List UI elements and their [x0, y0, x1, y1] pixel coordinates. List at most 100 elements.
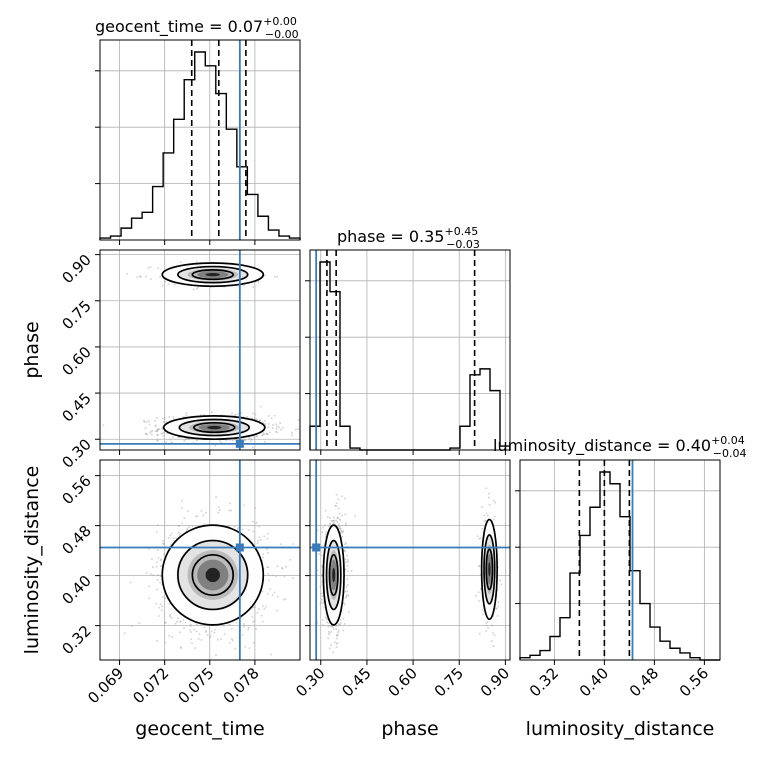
sample-point	[491, 624, 493, 627]
sample-point	[220, 441, 223, 444]
sample-point	[496, 615, 499, 617]
sample-point	[341, 535, 344, 538]
sample-point	[485, 624, 488, 627]
sample-point	[179, 620, 182, 623]
sample-point	[345, 586, 348, 588]
sample-point	[346, 594, 348, 596]
sample-point	[335, 502, 338, 505]
sample-point	[272, 427, 274, 429]
sample-point	[269, 588, 272, 591]
x-axis-label-phase: phase	[381, 718, 438, 740]
sample-point	[340, 622, 342, 624]
sample-point	[161, 427, 164, 430]
sample-point	[160, 558, 163, 561]
sample-point	[145, 432, 148, 435]
sample-point	[156, 578, 159, 581]
sample-point	[338, 623, 340, 626]
sample-point	[347, 594, 350, 597]
sample-point	[340, 531, 342, 534]
sample-point	[231, 439, 234, 442]
sample-point	[341, 495, 343, 498]
sample-point	[338, 512, 341, 515]
sample-point	[337, 507, 340, 510]
sample-point	[275, 430, 277, 433]
sample-point	[344, 590, 347, 593]
sample-point	[342, 530, 344, 533]
sample-point	[331, 626, 334, 629]
sample-point	[243, 284, 245, 287]
sample-point	[151, 433, 153, 436]
sample-point	[327, 625, 330, 628]
sample-point	[342, 629, 345, 632]
sample-point	[253, 436, 255, 439]
sample-point	[154, 419, 156, 422]
panel-border	[99, 39, 301, 241]
sample-point	[156, 430, 158, 433]
sample-point	[253, 642, 255, 644]
sample-point	[156, 430, 158, 432]
sample-point	[255, 435, 258, 437]
sample-point	[177, 531, 180, 534]
sample-point	[499, 579, 501, 582]
sample-point	[247, 437, 250, 439]
sample-point	[254, 606, 256, 608]
sample-point	[192, 288, 195, 291]
sample-point	[173, 283, 176, 286]
sample-point	[173, 418, 175, 420]
sample-point	[271, 594, 274, 596]
sample-point	[274, 414, 276, 417]
sample-point	[156, 428, 159, 431]
sample-point	[155, 424, 157, 427]
sample-point	[172, 436, 174, 439]
sample-point	[129, 581, 132, 584]
sample-point	[146, 421, 148, 423]
sample-point	[263, 608, 266, 610]
sample-point	[156, 530, 158, 533]
sample-point	[231, 639, 234, 642]
sample-point	[336, 637, 338, 640]
sample-point	[179, 621, 182, 623]
sample-point	[325, 531, 328, 534]
sample-point	[252, 530, 254, 533]
sample-point	[230, 509, 232, 512]
sample-point	[282, 598, 285, 601]
sample-point	[321, 574, 323, 576]
sample-point	[289, 559, 292, 561]
sample-point	[323, 606, 325, 609]
sample-point	[345, 522, 348, 525]
sample-point	[181, 507, 183, 509]
sample-point	[187, 437, 190, 440]
sample-point	[195, 630, 198, 633]
sample-point	[258, 419, 261, 422]
sample-point	[159, 275, 161, 278]
sample-point	[273, 591, 276, 594]
sample-point	[271, 574, 274, 577]
sample-point	[255, 418, 258, 420]
sample-point	[280, 428, 282, 431]
sample-point	[478, 564, 480, 567]
sample-point	[262, 421, 264, 424]
sample-point	[163, 431, 165, 434]
sample-point	[262, 432, 265, 434]
sample-point	[146, 433, 149, 436]
sample-point	[235, 621, 238, 624]
sample-point	[344, 513, 347, 516]
sample-point	[486, 621, 489, 623]
sample-point	[191, 525, 194, 527]
sample-point	[159, 559, 162, 562]
sample-point	[481, 609, 484, 611]
sample-point	[165, 440, 168, 443]
sample-point	[337, 516, 339, 519]
sample-point	[320, 601, 323, 604]
contour-line	[177, 265, 249, 284]
sample-point	[148, 423, 151, 426]
sample-point	[178, 535, 181, 537]
sample-point	[280, 543, 282, 546]
x-tick-label: 0.56	[676, 664, 712, 700]
sample-point	[330, 644, 332, 647]
sample-point	[236, 528, 239, 530]
contour-line	[191, 269, 235, 281]
sample-point	[291, 434, 294, 437]
sample-point	[276, 609, 278, 612]
sample-point	[228, 439, 231, 441]
